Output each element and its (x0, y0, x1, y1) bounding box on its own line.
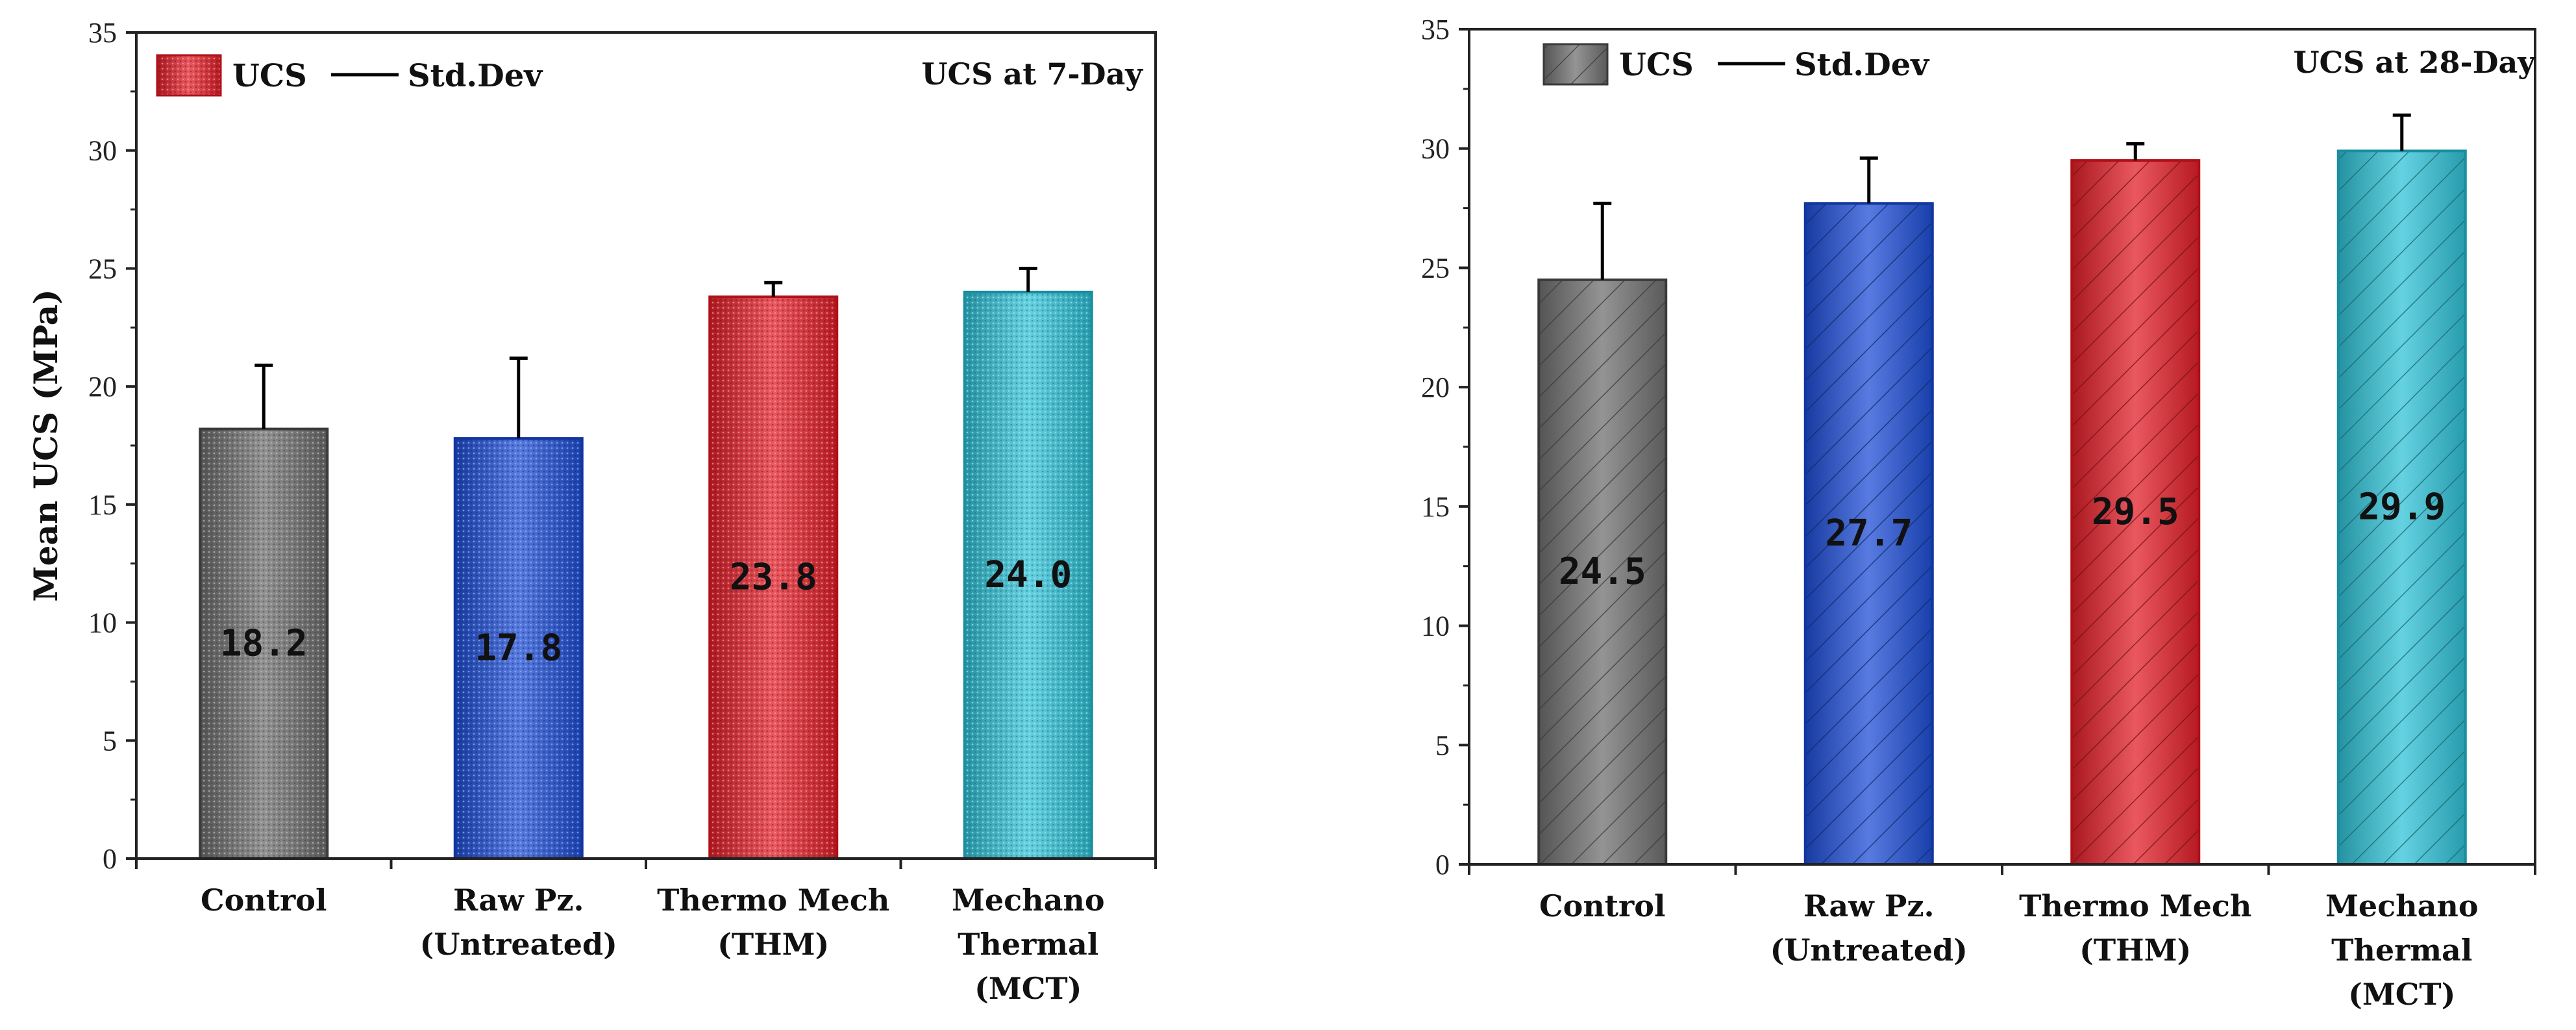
y-tick-label: 25 (88, 253, 117, 284)
data-label-3: 23.8 (730, 557, 817, 599)
bar-pattern-3 (2070, 159, 2201, 866)
legend-label-ucs: UCS (232, 58, 307, 94)
y-tick-label: 20 (1421, 371, 1450, 403)
x-tick-label-4: Mechano Thermal (MCT) (2325, 888, 2479, 1012)
data-label-4: 29.9 (2358, 486, 2446, 529)
y-tick-label: 5 (103, 725, 117, 757)
chart-title: UCS at 7-Day (921, 57, 1143, 92)
y-tick-label: 10 (88, 607, 117, 639)
y-tick-label: 15 (88, 489, 117, 521)
x-tick-label-2: Raw Pz. (Untreated) (1770, 888, 1968, 968)
legend-swatch-pattern (1542, 43, 1609, 86)
x-tick-label-4: Mechano Thermal (MCT) (952, 883, 1105, 1006)
bar-pattern-4 (2336, 149, 2467, 866)
x-tick-label-3: Thermo Mech (THM) (657, 883, 889, 962)
x-tick-label-2: Raw Pz. (Untreated) (420, 883, 617, 962)
legend-label-stddev: Std.Dev (1794, 47, 1930, 83)
y-tick-label: 20 (88, 371, 117, 403)
y-tick-label: 35 (88, 17, 117, 49)
data-label-1: 24.5 (1559, 551, 1646, 593)
y-tick-label: 15 (1421, 491, 1450, 523)
legend: UCS Std.Dev (156, 54, 543, 97)
x-tick-label-1: Control (1539, 888, 1665, 923)
bar-pattern-2 (1803, 202, 1934, 866)
chart-title: UCS at 28-Day (2293, 45, 2536, 80)
data-label-4: 24.0 (984, 554, 1072, 596)
y-tick-label: 0 (1435, 849, 1450, 881)
chart-panel-1: 18.2 17.8 23.8 24.0 0 5 10 15 20 25 30 35 Control Raw… (27, 17, 1157, 1006)
data-label-2: 27.7 (1825, 512, 1913, 555)
data-label-2: 17.8 (475, 627, 562, 670)
legend: UCS Std.Dev (1542, 43, 1930, 86)
y-tick-label: 25 (1421, 252, 1450, 284)
data-label-1: 18.2 (220, 622, 308, 664)
legend-label-stddev: Std.Dev (408, 58, 543, 94)
y-tick-label: 35 (1421, 14, 1450, 45)
chart-panel-2: 24.5 27.7 29.5 29.9 0 5 10 15 20 25 30 35 Control Raw… (1421, 14, 2536, 1012)
legend-swatch-pattern (156, 54, 222, 97)
y-tick-label: 5 (1435, 729, 1450, 761)
bar-pattern-1 (1537, 278, 1668, 866)
data-label-3: 29.5 (2092, 491, 2179, 533)
bar-pattern-2 (453, 437, 584, 860)
y-tick-label: 10 (1421, 610, 1450, 642)
y-tick-label: 30 (1421, 133, 1450, 165)
bar-pattern-1 (199, 427, 329, 860)
y-axis-label: Mean UCS (MPa) (27, 289, 65, 602)
legend-label-ucs: UCS (1619, 47, 1694, 83)
y-tick-label: 30 (88, 135, 117, 167)
bar-pattern-4 (963, 290, 1093, 860)
x-tick-label-3: Thermo Mech (THM) (2019, 888, 2251, 968)
x-tick-label-1: Control (201, 883, 327, 918)
y-tick-label: 0 (103, 843, 117, 875)
bar-pattern-3 (708, 295, 839, 860)
